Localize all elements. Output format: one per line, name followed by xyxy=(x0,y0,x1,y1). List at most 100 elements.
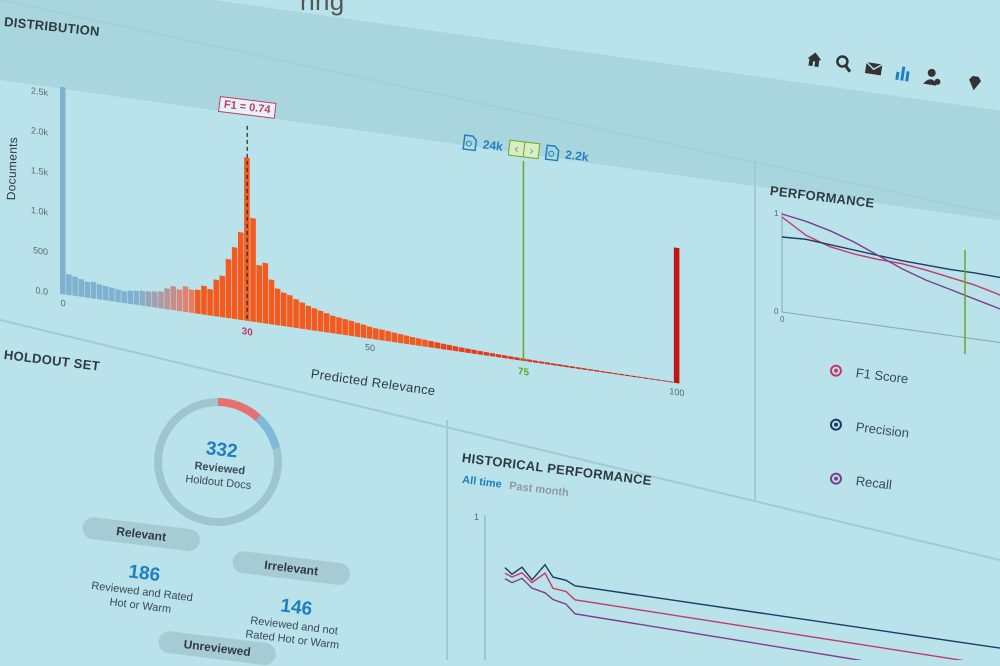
histogram-bar xyxy=(360,324,367,339)
user-settings-icon[interactable] xyxy=(922,66,945,89)
histogram-bar xyxy=(330,315,336,334)
histogram-bar xyxy=(551,363,557,366)
app-title-fragment: ring xyxy=(300,0,345,16)
histogram-bar xyxy=(385,330,391,342)
histogram-bar xyxy=(600,370,606,373)
histogram-bar xyxy=(594,369,600,372)
performance-series-line xyxy=(781,236,1000,279)
threshold-label: 75 xyxy=(518,366,530,379)
histogram-bar xyxy=(293,298,299,329)
histogram-bar xyxy=(637,376,643,379)
histogram-bar xyxy=(72,276,78,297)
histogram-bar xyxy=(348,320,355,337)
histogram-bar xyxy=(544,362,551,365)
histogram-bar xyxy=(569,365,576,369)
histogram-bar xyxy=(102,285,109,301)
bar-chart-icon[interactable] xyxy=(892,61,915,84)
histogram-bar xyxy=(121,290,127,304)
histogram-bar xyxy=(287,294,293,328)
histogram-bar xyxy=(225,258,232,319)
histogram-bar xyxy=(133,290,140,306)
document-search-icon xyxy=(544,144,560,162)
y-tick-label: 0 xyxy=(774,307,779,316)
histogram-bar xyxy=(354,322,361,338)
diamond-icon[interactable] xyxy=(963,72,986,95)
histogram-bar xyxy=(667,381,674,383)
histogram-bar xyxy=(624,374,631,377)
histogram-bar xyxy=(127,290,134,305)
histogram-bar xyxy=(188,289,195,314)
histogram-bar xyxy=(311,307,318,331)
histogram-bar xyxy=(471,349,477,355)
histogram-bar xyxy=(483,351,490,356)
threshold-control: 24k ‹ › 2.2k xyxy=(462,134,589,165)
histogram-bar xyxy=(84,281,91,299)
y-tick-label: 1 xyxy=(474,512,479,522)
histogram-bar xyxy=(618,373,625,376)
histogram-bar xyxy=(459,347,465,353)
performance-axes xyxy=(781,212,1000,344)
histogram-bar xyxy=(422,339,428,348)
historical-series-line xyxy=(504,563,1000,649)
histogram-bar xyxy=(231,246,238,320)
y-tick-label: 1.5k xyxy=(31,165,48,177)
histogram-bar xyxy=(256,264,262,323)
document-search-icon xyxy=(462,134,478,152)
ring-relevant-segment xyxy=(217,398,261,422)
x-tick-label: 100 xyxy=(669,386,684,398)
home-icon[interactable] xyxy=(803,48,826,71)
histogram-bar xyxy=(630,375,637,378)
x-tick-label: 50 xyxy=(365,342,375,353)
holdout-ring xyxy=(154,398,282,526)
histogram-bar xyxy=(213,279,220,317)
histogram-bar xyxy=(612,372,619,375)
histogram-bar xyxy=(115,288,121,303)
histogram-bar xyxy=(139,290,146,307)
histogram-bar xyxy=(526,359,533,363)
histogram-bar xyxy=(195,289,201,315)
histogram-bar xyxy=(649,378,655,380)
histogram-bar xyxy=(575,366,582,370)
histogram-bar xyxy=(336,317,342,335)
histogram-bar xyxy=(581,367,588,371)
histogram-bar xyxy=(164,288,170,310)
histogram-bar xyxy=(366,326,373,340)
histogram-bar xyxy=(280,292,287,327)
x-tick-label: 0 xyxy=(61,298,66,309)
historical-series-line xyxy=(504,571,965,660)
histogram-bar xyxy=(170,285,177,311)
mail-icon[interactable] xyxy=(862,57,885,80)
histogram-bar xyxy=(489,352,496,357)
y-tick-label: 1 xyxy=(774,209,779,218)
histogram-bar xyxy=(391,332,398,343)
performance-series-line xyxy=(781,213,1000,310)
search-icon[interactable] xyxy=(833,52,856,75)
histogram-bar xyxy=(152,291,158,308)
histogram-bar xyxy=(305,305,312,331)
histogram-bar xyxy=(158,291,164,309)
y-tick-label: 0.0 xyxy=(36,285,48,297)
histogram-bar xyxy=(90,281,97,299)
histogram-bar xyxy=(403,335,410,345)
histogram-bar xyxy=(428,340,434,348)
histogram-bar xyxy=(373,327,379,340)
histogram-bar xyxy=(434,342,440,349)
histogram-bar xyxy=(78,278,84,298)
histogram-bar xyxy=(207,288,213,316)
histogram-bar xyxy=(643,377,649,380)
histogram-bar xyxy=(317,310,324,332)
histogram-bar xyxy=(176,289,183,312)
histogram-bar xyxy=(606,371,612,374)
histogram-bar xyxy=(250,217,256,323)
histogram-bar xyxy=(532,360,539,364)
histogram-bar xyxy=(274,288,281,326)
f1-cutoff-label: 30 xyxy=(242,326,254,339)
y-tick-label: 2.0k xyxy=(31,125,48,137)
histogram-bar xyxy=(446,344,453,351)
histogram-bar xyxy=(182,286,189,313)
histogram-bar xyxy=(661,380,668,382)
x-tick-label: 0 xyxy=(780,315,785,324)
